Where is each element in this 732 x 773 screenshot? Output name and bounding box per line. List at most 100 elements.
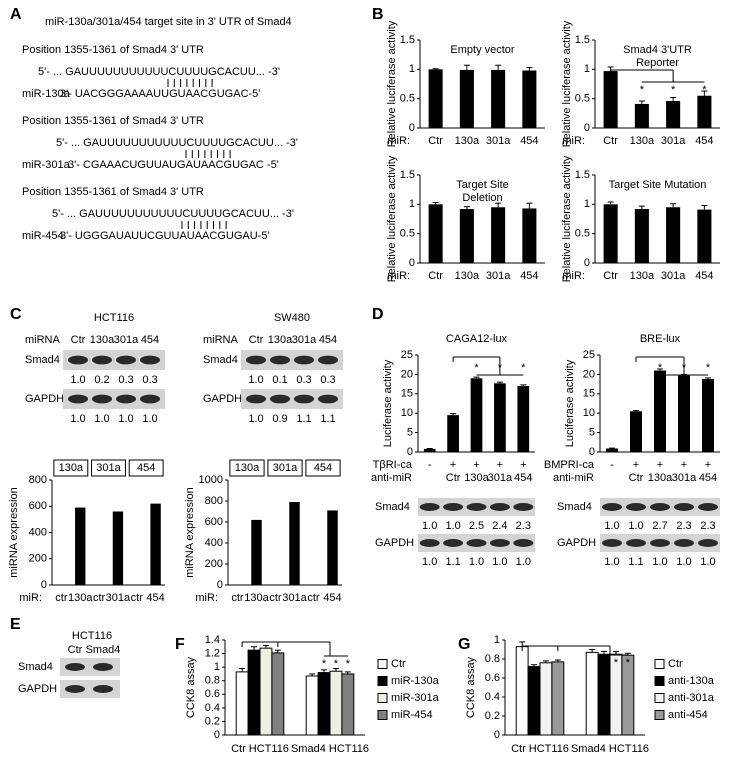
panel-label: G xyxy=(458,636,470,653)
blot-strip xyxy=(60,658,120,676)
y-tick-label: 5 xyxy=(407,427,413,439)
blot-band xyxy=(65,663,85,671)
significance-star: * xyxy=(498,362,503,374)
bar xyxy=(494,383,506,452)
y-axis-label: Relative luciferase activity xyxy=(561,20,573,147)
group-label: 301a xyxy=(96,462,121,474)
x-tick-label: 130a xyxy=(630,135,655,147)
blot-band xyxy=(674,503,694,511)
bar xyxy=(447,415,459,452)
bar xyxy=(289,502,300,585)
group-box xyxy=(267,459,303,477)
band-ratio: 1.0 xyxy=(469,556,484,568)
blot-band xyxy=(116,355,136,365)
bar xyxy=(522,70,537,128)
legend-label: miR-454 xyxy=(391,709,433,721)
group-label: 130a xyxy=(235,462,260,474)
blot-band xyxy=(140,355,160,365)
blot-title: HCT116 xyxy=(72,630,112,642)
blot-band xyxy=(270,355,290,365)
bar xyxy=(702,379,714,452)
y-axis-label: Relative luciferase activity xyxy=(561,155,573,282)
significance-star: * xyxy=(346,658,351,670)
bar xyxy=(697,209,712,263)
blot-strip xyxy=(60,680,120,698)
band-ratio: 0.3 xyxy=(296,374,311,386)
x-tick-label: 130a xyxy=(630,270,655,282)
blot-band xyxy=(489,539,510,547)
blot-band xyxy=(140,394,160,404)
legend-label: anti-301a xyxy=(668,692,715,704)
blot-band xyxy=(626,503,646,511)
x-tick-label: Ctr HCT116 xyxy=(511,743,569,755)
x-tick-label: 301a xyxy=(282,592,307,604)
band-ratio: 1.0 xyxy=(445,520,460,532)
alignment-title: miR-130a/301a/454 target site in 3' UTR … xyxy=(45,16,292,28)
panel-label: C xyxy=(10,306,22,323)
blot-band xyxy=(513,503,534,511)
bar xyxy=(341,673,355,736)
row-value: 454 xyxy=(514,472,532,484)
blot-band xyxy=(443,503,464,511)
lane-label: Ctr xyxy=(249,334,264,346)
significance-star: * xyxy=(602,657,607,669)
chart-title: Target Site xyxy=(456,179,509,191)
y-axis-label: miRNA expression xyxy=(184,487,196,577)
lane-label: 130a xyxy=(268,334,293,346)
bar xyxy=(112,511,124,585)
y-tick-label: 0 xyxy=(409,257,415,269)
x-tick-label: ctr xyxy=(307,592,320,604)
x-tick-label: Smad4 HCT116 xyxy=(571,743,649,755)
blot-band xyxy=(65,685,85,693)
legend-label: anti-454 xyxy=(668,709,708,721)
chart-title: CAGA12-lux xyxy=(446,333,508,345)
lane-label: Ctr xyxy=(68,644,83,656)
band-ratio: 1.0 xyxy=(70,374,85,386)
legend-swatch xyxy=(377,659,388,669)
legend-label: miR-301a xyxy=(391,692,440,704)
significance-star: * xyxy=(614,657,619,669)
bar xyxy=(428,69,443,128)
band-ratio: 1.1 xyxy=(320,413,335,425)
band-ratio: 2.7 xyxy=(652,520,667,532)
y-tick-label: 1 xyxy=(409,198,415,210)
blot-band xyxy=(650,539,670,547)
x-tick-label: 454 xyxy=(146,592,164,604)
bar xyxy=(317,672,331,736)
panel-label: E xyxy=(10,616,21,633)
y-tick-label: 1.5 xyxy=(400,34,415,46)
chart-title: Reporter xyxy=(636,57,679,69)
axis-prefix: miR: xyxy=(562,135,585,147)
x-tick-label: 130a xyxy=(68,592,93,604)
bar xyxy=(606,448,618,452)
y-axis-label: CCK8 assay xyxy=(185,656,197,718)
chart-title: Target Site Mutation xyxy=(609,179,707,191)
y-tick-label: 1.5 xyxy=(400,169,415,181)
row-value: + xyxy=(520,459,526,471)
mirna-sequence: 3'- UACGGGAAAAUUGUAACGUGAC-5' xyxy=(60,88,260,100)
bar xyxy=(247,649,261,736)
bar xyxy=(515,646,529,736)
band-ratio: 1.1 xyxy=(445,556,460,568)
y-tick-label: 0 xyxy=(584,257,590,269)
blot-band xyxy=(674,539,694,547)
axis-prefix: miR: xyxy=(19,592,42,604)
legend-swatch xyxy=(377,693,388,703)
chart-title: Empty vector xyxy=(450,44,515,56)
row-value: 454 xyxy=(699,472,717,484)
legend-label: anti-130a xyxy=(668,675,715,687)
legend-label: Ctr xyxy=(668,658,683,670)
axis-prefix: miR: xyxy=(387,270,410,282)
blot-row-label: GAPDH xyxy=(375,537,414,549)
lane-label: 454 xyxy=(141,334,159,346)
blot-band xyxy=(68,355,88,365)
legend-swatch xyxy=(654,693,665,703)
y-tick-label: 0 xyxy=(407,446,413,458)
band-ratio: 1.0 xyxy=(422,556,437,568)
y-axis-label: Relative luciferase activity xyxy=(386,20,398,147)
y-tick-label: 1000 xyxy=(199,474,223,486)
bar xyxy=(329,670,343,736)
y-axis-label: CCK8 assay xyxy=(465,656,477,718)
blot-band xyxy=(294,394,314,404)
x-tick-label: Ctr xyxy=(428,135,443,147)
